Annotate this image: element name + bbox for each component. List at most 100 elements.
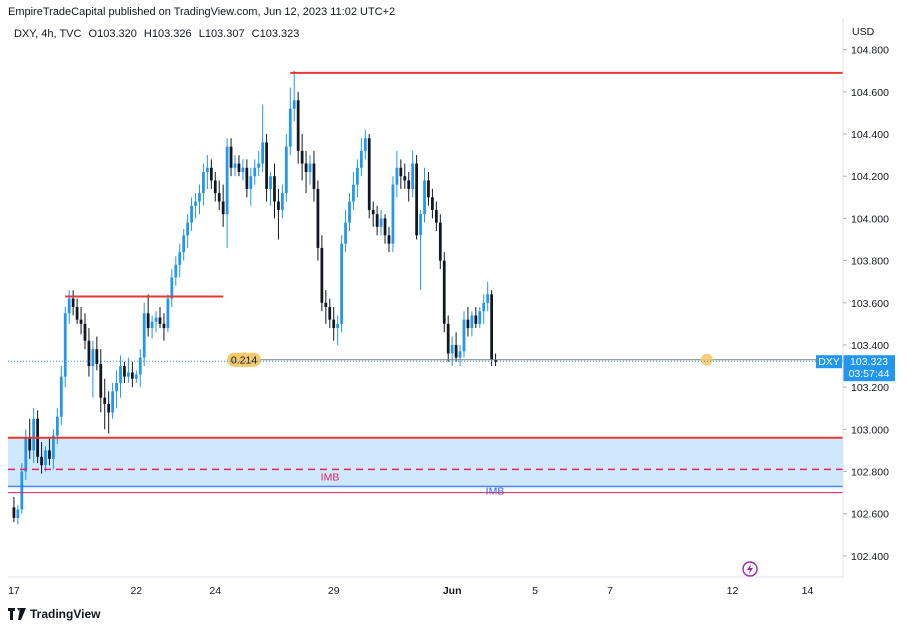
candle[interactable] — [395, 150, 399, 198]
candle[interactable] — [245, 159, 249, 198]
candle[interactable] — [205, 155, 209, 189]
candle[interactable] — [324, 290, 328, 324]
candle[interactable] — [12, 496, 16, 523]
candle[interactable] — [59, 366, 63, 426]
candle[interactable] — [75, 298, 79, 324]
candle[interactable] — [150, 315, 154, 339]
candle[interactable] — [478, 306, 482, 329]
candle[interactable] — [438, 214, 442, 270]
candle[interactable] — [107, 391, 111, 434]
candle[interactable] — [229, 138, 233, 177]
candle[interactable] — [123, 361, 126, 383]
candle[interactable] — [52, 429, 55, 470]
candle[interactable] — [379, 209, 383, 236]
candle[interactable] — [83, 313, 87, 350]
candle[interactable] — [407, 171, 411, 202]
last-price-tag-bg[interactable] — [843, 355, 895, 382]
candle[interactable] — [79, 306, 83, 335]
candle[interactable] — [367, 134, 371, 219]
candle[interactable] — [403, 163, 407, 189]
candle[interactable] — [63, 306, 67, 388]
candle[interactable] — [44, 446, 47, 472]
candle[interactable] — [423, 167, 426, 223]
candle[interactable] — [292, 70, 296, 122]
candle[interactable] — [36, 410, 39, 464]
candle[interactable] — [281, 184, 284, 219]
candle[interactable] — [237, 155, 241, 177]
candle[interactable] — [486, 281, 490, 312]
candle[interactable] — [446, 315, 450, 362]
candle[interactable] — [221, 184, 225, 227]
candle[interactable] — [241, 159, 245, 181]
candle[interactable] — [71, 290, 75, 316]
candle[interactable] — [249, 167, 253, 206]
candle[interactable] — [470, 311, 474, 337]
candle[interactable] — [411, 150, 415, 198]
candle[interactable] — [269, 171, 272, 206]
tradingview-footer[interactable]: TradingView — [8, 607, 100, 621]
candle[interactable] — [190, 197, 193, 232]
candle[interactable] — [87, 328, 91, 377]
candle[interactable] — [431, 188, 434, 219]
candle[interactable] — [134, 370, 138, 383]
candle[interactable] — [375, 205, 379, 236]
candle[interactable] — [209, 159, 213, 189]
candle[interactable] — [434, 201, 438, 232]
candle[interactable] — [142, 302, 146, 367]
candle[interactable] — [490, 290, 494, 367]
candle[interactable] — [415, 155, 418, 240]
candle[interactable] — [359, 138, 363, 177]
candle[interactable] — [174, 256, 178, 286]
candle[interactable] — [399, 159, 403, 189]
candle[interactable] — [91, 340, 95, 398]
candle[interactable] — [170, 269, 174, 307]
candle[interactable] — [213, 171, 217, 202]
candle[interactable] — [363, 129, 367, 160]
candle[interactable] — [115, 370, 118, 409]
candle[interactable] — [312, 150, 316, 202]
candle[interactable] — [182, 228, 186, 261]
imbalance-zone[interactable] — [8, 437, 843, 489]
candle[interactable] — [454, 332, 458, 362]
candle[interactable] — [340, 235, 343, 333]
candle[interactable] — [130, 361, 134, 388]
candle[interactable] — [162, 313, 166, 341]
candle[interactable] — [419, 209, 422, 291]
candle[interactable] — [225, 138, 229, 248]
candle[interactable] — [308, 155, 312, 185]
candle[interactable] — [442, 252, 446, 333]
candle[interactable] — [474, 306, 478, 329]
candle[interactable] — [383, 214, 387, 244]
candle[interactable] — [348, 193, 351, 232]
symbol-legend[interactable]: DXY, 4h, TVC O103.320 H103.326 L103.307 … — [14, 28, 303, 40]
event-lightning-icon[interactable] — [742, 561, 758, 577]
candle[interactable] — [265, 134, 268, 202]
candle[interactable] — [391, 176, 395, 253]
candle[interactable] — [462, 311, 466, 358]
candle[interactable] — [458, 344, 462, 367]
candle[interactable] — [277, 188, 280, 240]
candle[interactable] — [482, 294, 486, 324]
candle[interactable] — [166, 294, 170, 333]
candle[interactable] — [103, 378, 107, 430]
candle[interactable] — [466, 306, 470, 337]
candle[interactable] — [146, 294, 150, 337]
candle[interactable] — [20, 463, 24, 514]
candle[interactable] — [48, 437, 51, 466]
candle[interactable] — [202, 163, 205, 206]
candle[interactable] — [296, 91, 300, 164]
candle[interactable] — [186, 214, 190, 248]
candle[interactable] — [284, 134, 288, 202]
candle[interactable] — [304, 150, 308, 194]
candle[interactable] — [352, 171, 355, 210]
candle[interactable] — [328, 298, 332, 329]
candle[interactable] — [28, 418, 32, 459]
candle[interactable] — [40, 441, 43, 474]
candle[interactable] — [154, 311, 158, 333]
candle[interactable] — [253, 159, 257, 185]
candle[interactable] — [332, 306, 336, 341]
candle[interactable] — [233, 155, 237, 177]
candle[interactable] — [336, 315, 340, 345]
candle[interactable] — [67, 290, 71, 324]
